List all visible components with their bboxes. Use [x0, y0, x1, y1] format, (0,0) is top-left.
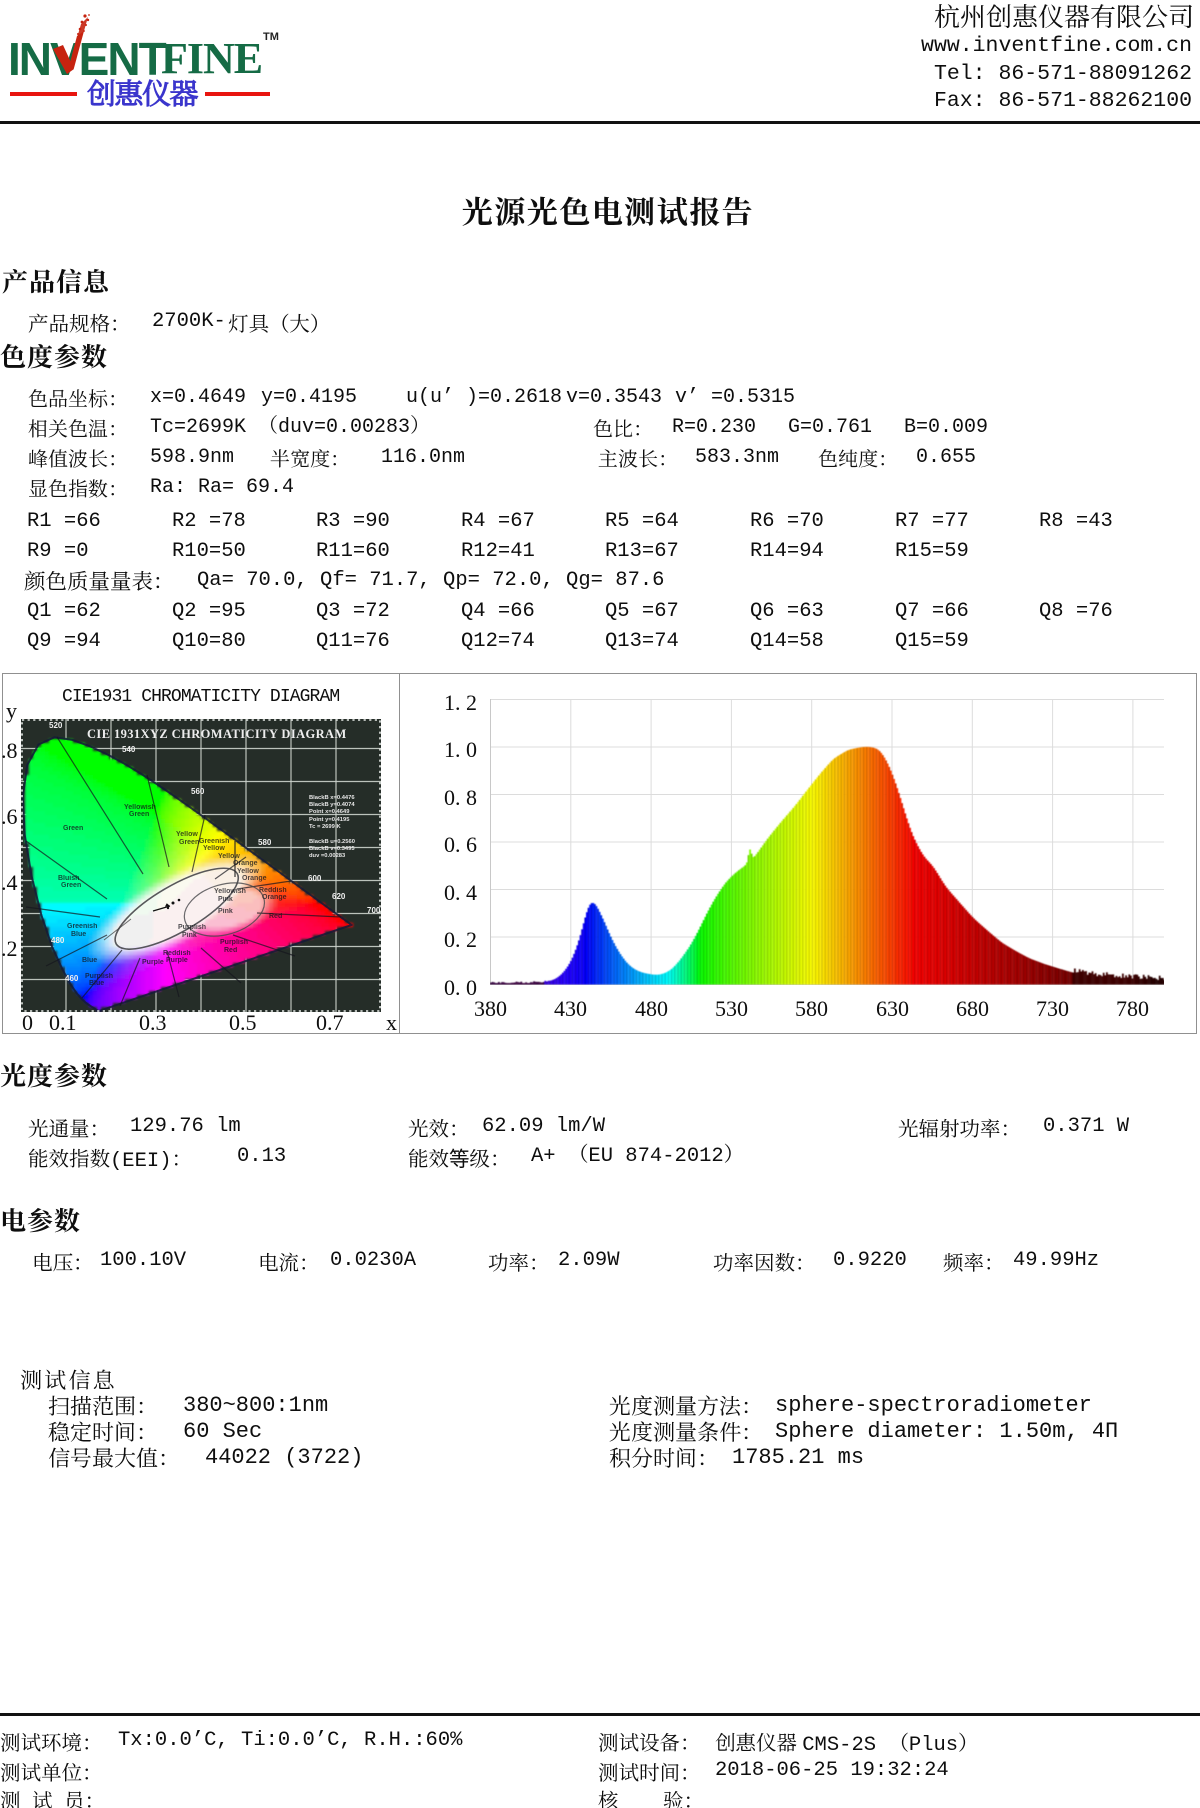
svg-text:Green: Green [61, 882, 81, 889]
svg-text:600: 600 [308, 874, 322, 883]
svg-text:BlackB x=0.4476: BlackB x=0.4476 [309, 795, 355, 801]
svg-text:Purple: Purple [142, 959, 164, 966]
svg-text:Yellow: Yellow [203, 845, 225, 852]
svg-text:Pink: Pink [218, 908, 233, 915]
svg-text:Reddish: Reddish [259, 887, 287, 894]
svg-text:Red: Red [269, 913, 282, 920]
svg-text:BlackB y=0.4074: BlackB y=0.4074 [309, 802, 355, 808]
svg-text:Bluish: Bluish [58, 875, 79, 882]
svg-text:duv =0.00283: duv =0.00283 [309, 853, 346, 859]
svg-text:Yellow: Yellow [176, 831, 198, 838]
svg-text:Green: Green [129, 811, 149, 818]
svg-text:580: 580 [258, 838, 272, 847]
svg-text:520: 520 [49, 721, 63, 730]
svg-text:Purplish: Purplish [220, 939, 248, 946]
svg-text:Yellow: Yellow [237, 868, 259, 875]
svg-text:Red: Red [224, 947, 237, 954]
svg-text:Orange: Orange [262, 894, 287, 901]
svg-text:Point x=0.4649: Point x=0.4649 [309, 809, 350, 815]
svg-text:BlackB u=0.2560: BlackB u=0.2560 [309, 839, 355, 845]
svg-text:Greenish: Greenish [67, 923, 97, 930]
svg-text:540: 540 [122, 745, 136, 754]
svg-text:620: 620 [332, 892, 346, 901]
svg-text:Point y=0.4195: Point y=0.4195 [309, 817, 350, 823]
svg-text:Blue: Blue [89, 980, 104, 987]
svg-text:Orange: Orange [242, 875, 267, 882]
svg-text:Yellow: Yellow [218, 853, 240, 860]
svg-text:480: 480 [51, 936, 65, 945]
svg-text:Tc = 2699 K: Tc = 2699 K [309, 824, 341, 830]
svg-text:Yellowish: Yellowish [214, 888, 246, 895]
svg-text:460: 460 [65, 974, 79, 983]
svg-text:Purple: Purple [166, 957, 188, 964]
svg-text:Orange: Orange [233, 860, 258, 867]
svg-text:Pink: Pink [182, 932, 197, 939]
svg-text:BlackB v=0.3495: BlackB v=0.3495 [309, 846, 355, 852]
svg-text:Yellowish: Yellowish [124, 804, 156, 811]
svg-text:Pink: Pink [218, 896, 233, 903]
svg-text:Purplish: Purplish [178, 924, 206, 931]
svg-text:Blue: Blue [71, 931, 86, 938]
svg-text:CIE 1931XYZ CHROMATICITY DIAGR: CIE 1931XYZ CHROMATICITY DIAGRAM [87, 727, 347, 741]
svg-text:Green: Green [179, 839, 199, 846]
svg-text:Green: Green [63, 825, 83, 832]
svg-text:Blue: Blue [82, 957, 97, 964]
svg-text:Greenish: Greenish [199, 838, 229, 845]
svg-text:560: 560 [191, 787, 205, 796]
svg-text:Reddish: Reddish [163, 950, 191, 957]
svg-text:Purplish: Purplish [85, 973, 113, 980]
svg-text:700: 700 [367, 906, 381, 915]
